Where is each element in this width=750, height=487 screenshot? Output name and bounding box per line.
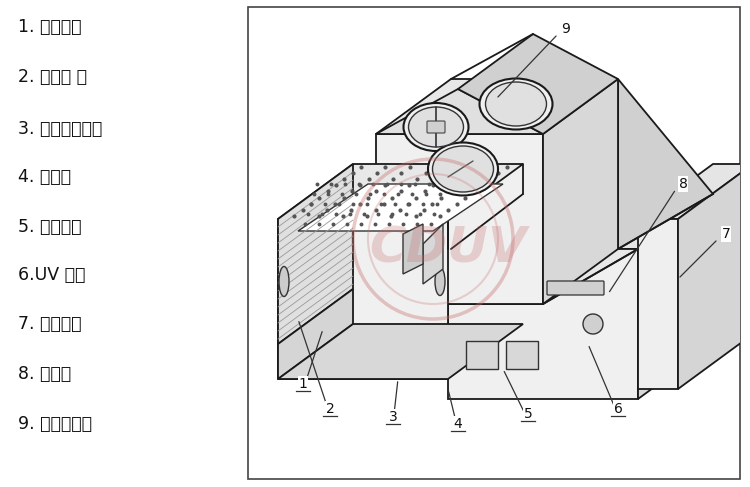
Text: 2: 2 [326, 402, 334, 416]
Text: CDUV: CDUV [369, 225, 526, 273]
Ellipse shape [409, 107, 464, 147]
Ellipse shape [428, 143, 498, 195]
Text: 5. 控制面板: 5. 控制面板 [18, 218, 82, 236]
Polygon shape [423, 224, 443, 284]
Bar [506, 341, 538, 369]
Text: 2. 进料棍 、: 2. 进料棍 、 [18, 68, 87, 86]
Bar [466, 341, 498, 369]
Text: 1: 1 [298, 377, 307, 391]
Text: 9. 排风机部位: 9. 排风机部位 [18, 415, 92, 433]
Ellipse shape [404, 103, 469, 151]
Polygon shape [678, 164, 750, 389]
Polygon shape [448, 164, 523, 249]
FancyBboxPatch shape [547, 281, 604, 295]
Text: 1. 传送网带: 1. 传送网带 [18, 18, 82, 36]
Text: 6: 6 [614, 402, 622, 416]
Polygon shape [278, 344, 448, 379]
Polygon shape [376, 79, 618, 134]
Polygon shape [448, 194, 713, 249]
Text: 3: 3 [388, 410, 398, 424]
Polygon shape [403, 224, 423, 274]
Polygon shape [278, 324, 523, 379]
Text: 9: 9 [562, 22, 571, 36]
Polygon shape [278, 164, 523, 219]
FancyBboxPatch shape [427, 121, 445, 133]
Bar [248, 7, 740, 479]
Text: 4: 4 [454, 417, 462, 431]
Text: 6.UV 灯室: 6.UV 灯室 [18, 266, 86, 284]
Ellipse shape [279, 266, 289, 297]
Circle shape [583, 314, 603, 334]
Polygon shape [278, 219, 448, 344]
Polygon shape [458, 34, 618, 134]
Polygon shape [448, 249, 638, 399]
Polygon shape [376, 89, 543, 134]
Ellipse shape [435, 267, 445, 296]
Polygon shape [618, 79, 713, 249]
Ellipse shape [485, 82, 547, 126]
Text: 4. 挡光板: 4. 挡光板 [18, 168, 71, 186]
Text: 8: 8 [679, 177, 688, 191]
Ellipse shape [479, 78, 553, 130]
Polygon shape [278, 289, 353, 379]
Polygon shape [638, 164, 750, 219]
Text: 7. 传送部位: 7. 传送部位 [18, 315, 82, 333]
Polygon shape [638, 194, 713, 399]
Text: 7: 7 [722, 227, 730, 241]
Polygon shape [278, 164, 353, 344]
Ellipse shape [433, 146, 494, 192]
Text: 8. 排风口: 8. 排风口 [18, 365, 71, 383]
Polygon shape [376, 249, 638, 304]
Polygon shape [638, 219, 678, 389]
Polygon shape [543, 79, 618, 304]
Text: 5: 5 [524, 407, 532, 421]
Polygon shape [298, 184, 503, 231]
Text: 3. 网带调节部位: 3. 网带调节部位 [18, 120, 102, 138]
Polygon shape [376, 134, 543, 304]
